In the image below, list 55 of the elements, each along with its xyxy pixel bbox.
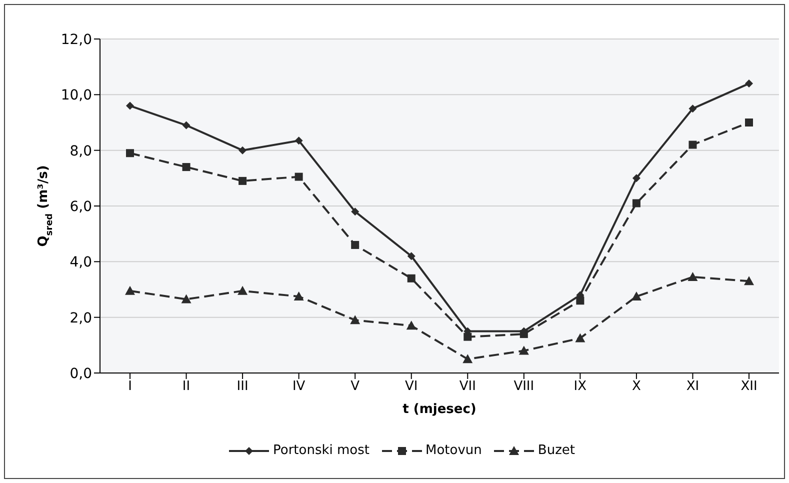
point xyxy=(406,320,416,330)
point xyxy=(632,174,640,182)
x-tick-label: VIII xyxy=(514,379,534,394)
point xyxy=(350,315,360,324)
point xyxy=(294,136,303,145)
point xyxy=(238,176,247,185)
point xyxy=(182,121,190,130)
y-tick-label: 0,0 xyxy=(70,366,92,382)
point xyxy=(462,354,473,364)
point xyxy=(576,296,584,305)
point xyxy=(351,208,360,216)
point xyxy=(125,286,135,295)
x-tick-label: XII xyxy=(740,379,758,394)
y-tick-label: 12,0 xyxy=(60,32,92,48)
point xyxy=(688,140,697,149)
point xyxy=(182,163,190,172)
legend-label: Buzet xyxy=(538,443,575,458)
point xyxy=(688,104,697,113)
point xyxy=(294,172,303,181)
y-tick-label: 10,0 xyxy=(60,88,92,104)
x-tick-label: VII xyxy=(459,379,476,394)
point xyxy=(631,291,642,300)
y-tick-label: 8,0 xyxy=(70,143,92,160)
point xyxy=(407,252,416,260)
y-tick-label: 4,0 xyxy=(70,254,92,271)
point xyxy=(632,199,640,208)
x-axis-title: t (mjesec) xyxy=(402,402,476,417)
y-tick-label: 6,0 xyxy=(70,198,92,215)
point xyxy=(126,102,134,110)
point xyxy=(238,286,248,295)
x-tick-label: IX xyxy=(574,379,587,394)
point xyxy=(464,332,472,341)
point xyxy=(745,118,753,126)
x-tick-label: X xyxy=(632,379,641,394)
point xyxy=(688,272,698,281)
x-tick-label: VI xyxy=(404,379,418,394)
point xyxy=(238,146,247,154)
x-tick-label: XI xyxy=(686,379,700,394)
y-tick-label: 2,0 xyxy=(70,310,92,326)
point xyxy=(518,346,529,355)
point xyxy=(294,291,304,300)
legend-label: Portonski most xyxy=(273,443,370,458)
point xyxy=(407,274,416,282)
x-tick-label: II xyxy=(182,379,190,394)
point xyxy=(126,149,134,158)
point xyxy=(181,294,192,304)
x-tick-label: I xyxy=(128,379,132,394)
legend-label: Motovun xyxy=(426,443,482,458)
point xyxy=(744,276,754,286)
x-tick-label: III xyxy=(236,379,248,394)
point xyxy=(351,240,360,249)
x-tick-label: V xyxy=(350,379,360,394)
point xyxy=(575,333,586,342)
point xyxy=(745,80,753,88)
x-tick-label: IV xyxy=(292,379,306,394)
